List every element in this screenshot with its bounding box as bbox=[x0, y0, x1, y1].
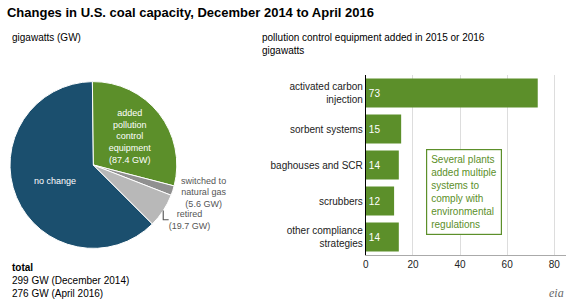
svg-text:14: 14 bbox=[369, 160, 381, 171]
svg-text:40: 40 bbox=[454, 259, 466, 270]
svg-text:Changes in U.S. coal capacity,: Changes in U.S. coal capacity, December … bbox=[7, 5, 374, 20]
svg-text:14: 14 bbox=[369, 232, 381, 243]
svg-text:total299 GW (December 2014)276: total299 GW (December 2014)276 GW (April… bbox=[12, 262, 129, 299]
svg-text:other compliancestrategies: other compliancestrategies bbox=[287, 225, 364, 249]
svg-text:sorbent systems: sorbent systems bbox=[290, 124, 363, 135]
svg-text:scrubbers: scrubbers bbox=[319, 196, 363, 207]
svg-text:20: 20 bbox=[407, 259, 419, 270]
svg-text:addedpollutioncontrolequipment: addedpollutioncontrolequipment(87.4 GW) bbox=[109, 108, 152, 165]
svg-text:baghouses and SCR: baghouses and SCR bbox=[271, 160, 363, 171]
svg-text:activated carboninjection: activated carboninjection bbox=[289, 81, 362, 105]
svg-text:0: 0 bbox=[363, 259, 369, 270]
svg-text:no change: no change bbox=[34, 176, 76, 186]
svg-text:pollution control equipment ad: pollution control equipment added in 201… bbox=[262, 32, 485, 56]
svg-text:80: 80 bbox=[549, 259, 561, 270]
svg-text:Several plantsadded multiplesy: Several plantsadded multiplesystems toco… bbox=[431, 154, 496, 230]
svg-text:15: 15 bbox=[369, 124, 381, 135]
svg-text:60: 60 bbox=[502, 259, 514, 270]
svg-text:12: 12 bbox=[369, 196, 381, 207]
svg-text:switched tonatural gas(5.6 GW): switched tonatural gas(5.6 GW) bbox=[181, 176, 226, 209]
svg-text:gigawatts (GW): gigawatts (GW) bbox=[12, 32, 81, 43]
svg-text:retired(19.7 GW): retired(19.7 GW) bbox=[169, 209, 211, 231]
svg-text:eia: eia bbox=[549, 286, 564, 300]
svg-text:73: 73 bbox=[369, 88, 381, 99]
